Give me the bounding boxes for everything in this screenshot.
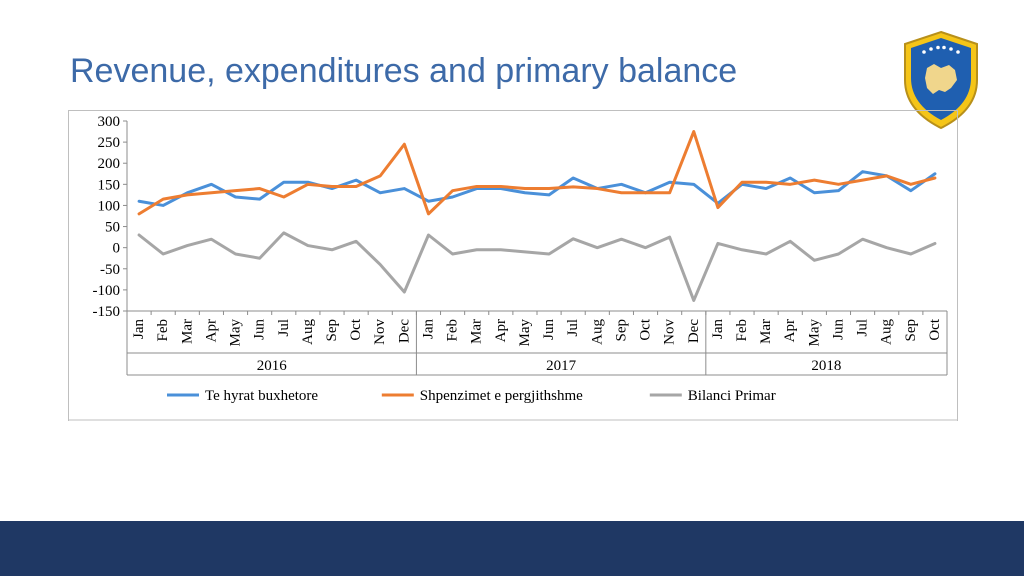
svg-text:May: May: [228, 319, 244, 347]
svg-text:2016: 2016: [257, 358, 288, 374]
page-title: Revenue, expenditures and primary balanc…: [70, 52, 737, 91]
svg-text:-150: -150: [93, 304, 121, 320]
svg-text:Jan: Jan: [710, 319, 726, 339]
svg-text:Jun: Jun: [252, 319, 268, 340]
footer-bar: [0, 521, 1024, 576]
svg-text:Mar: Mar: [758, 319, 774, 344]
svg-text:150: 150: [98, 177, 121, 193]
svg-text:Jul: Jul: [855, 319, 871, 337]
svg-text:Oct: Oct: [638, 318, 654, 340]
svg-text:Jan: Jan: [420, 319, 436, 339]
svg-text:Apr: Apr: [493, 319, 509, 342]
svg-text:Jul: Jul: [276, 319, 292, 337]
svg-text:Jun: Jun: [541, 319, 557, 340]
svg-text:200: 200: [98, 156, 121, 172]
svg-text:Aug: Aug: [879, 319, 895, 345]
svg-text:0: 0: [113, 241, 121, 257]
svg-text:Feb: Feb: [445, 319, 461, 342]
svg-text:2018: 2018: [811, 358, 841, 374]
svg-text:Oct: Oct: [348, 318, 364, 340]
svg-text:Nov: Nov: [662, 319, 678, 345]
svg-text:Feb: Feb: [155, 319, 171, 342]
svg-text:100: 100: [98, 198, 121, 214]
svg-text:May: May: [806, 319, 822, 347]
line-chart: -150 -100 -50 0 50 100 150 200 250 300 Jan Feb Mar Ap…: [69, 111, 957, 421]
svg-text:-100: -100: [93, 283, 121, 299]
svg-text:Apr: Apr: [782, 319, 798, 342]
svg-text:2017: 2017: [546, 358, 577, 374]
svg-text:Mar: Mar: [469, 319, 485, 344]
svg-text:Jul: Jul: [565, 319, 581, 337]
svg-text:Mar: Mar: [179, 319, 195, 344]
svg-text:Sep: Sep: [324, 319, 340, 342]
svg-text:Sep: Sep: [903, 319, 919, 342]
svg-text:Dec: Dec: [686, 319, 702, 343]
svg-text:250: 250: [98, 135, 121, 151]
svg-text:Oct: Oct: [927, 318, 943, 340]
svg-text:Aug: Aug: [300, 319, 316, 345]
svg-text:Aug: Aug: [589, 319, 605, 345]
svg-text:Shpenzimet e pergjithshme: Shpenzimet e pergjithshme: [420, 388, 583, 404]
svg-text:Nov: Nov: [372, 319, 388, 345]
svg-text:300: 300: [98, 114, 121, 130]
chart-container: -150 -100 -50 0 50 100 150 200 250 300 Jan Feb Mar Ap…: [68, 110, 958, 421]
svg-text:Apr: Apr: [203, 319, 219, 342]
svg-text:Bilanci Primar: Bilanci Primar: [688, 388, 776, 404]
svg-text:Dec: Dec: [396, 319, 412, 343]
svg-text:50: 50: [105, 220, 120, 236]
svg-text:Jun: Jun: [830, 319, 846, 340]
svg-text:Feb: Feb: [734, 319, 750, 342]
svg-text:May: May: [517, 319, 533, 347]
svg-text:Jan: Jan: [131, 319, 147, 339]
svg-text:Te hyrat buxhetore: Te hyrat buxhetore: [205, 388, 318, 404]
svg-text:-50: -50: [100, 262, 120, 278]
svg-text:Sep: Sep: [613, 319, 629, 342]
